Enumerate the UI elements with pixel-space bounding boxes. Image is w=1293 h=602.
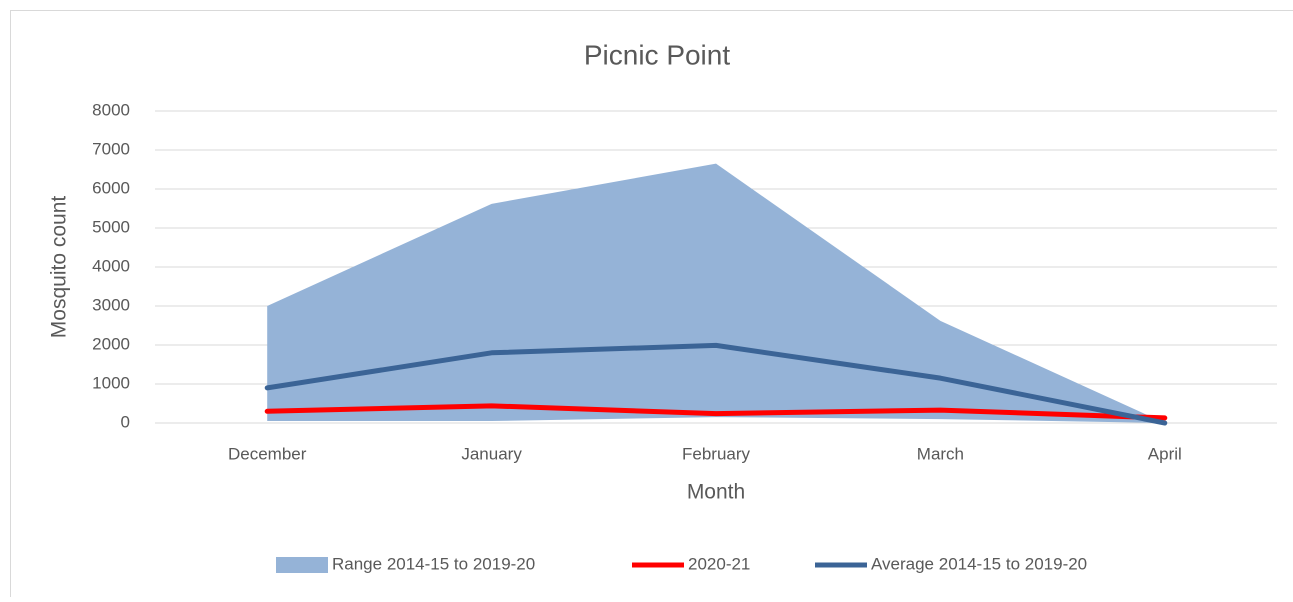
- y-tick-label: 8000: [92, 100, 130, 119]
- y-tick-label: 1000: [92, 373, 130, 392]
- legend-swatch: [276, 557, 328, 573]
- x-tick-label: January: [461, 444, 522, 463]
- y-tick-label: 6000: [92, 178, 130, 197]
- x-tick-label: March: [917, 444, 964, 463]
- x-tick-label: February: [682, 444, 751, 463]
- chart-title: Picnic Point: [584, 39, 731, 70]
- x-tick-label: April: [1148, 444, 1182, 463]
- y-tick-label: 5000: [92, 217, 130, 236]
- x-tick-label: December: [228, 444, 307, 463]
- y-tick-label: 3000: [92, 295, 130, 314]
- y-tick-label: 0: [121, 412, 130, 431]
- y-tick-label: 7000: [92, 139, 130, 158]
- legend-label: 2020-21: [688, 554, 750, 573]
- legend-label: Range 2014-15 to 2019-20: [332, 554, 535, 573]
- legend-label: Average 2014-15 to 2019-20: [871, 554, 1087, 573]
- y-tick-label: 2000: [92, 334, 130, 353]
- x-axis-label: Month: [687, 481, 745, 504]
- y-tick-label: 4000: [92, 256, 130, 275]
- y-axis-label: Mosquito count: [48, 196, 71, 339]
